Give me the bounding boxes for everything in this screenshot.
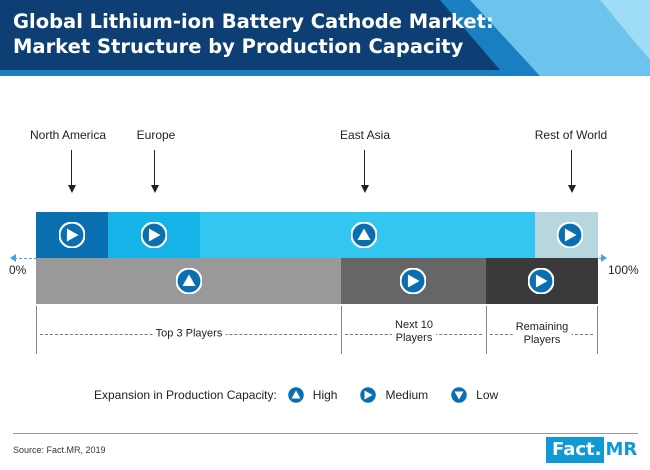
- page-title: Global Lithium-ion Battery Cathode Marke…: [13, 9, 494, 59]
- arrow-head-north-america: [68, 185, 76, 193]
- group-label-remaining-players: Remaining Players: [512, 321, 572, 347]
- bracket-line: [36, 306, 37, 354]
- axis-left-arrowhead: [10, 254, 16, 262]
- medium-icon: [399, 267, 427, 295]
- high-icon: [286, 386, 305, 404]
- footer-divider: [13, 433, 638, 434]
- region-label-north-america: North America: [29, 128, 107, 142]
- group-label-line: Next 10: [395, 319, 433, 331]
- medium-icon: [140, 221, 168, 249]
- axis-end-label: 100%: [608, 263, 639, 277]
- axis-right-arrowhead: [601, 254, 607, 262]
- legend-label-medium: Medium: [385, 388, 429, 402]
- header-banner: [0, 0, 650, 76]
- high-icon: [175, 267, 203, 295]
- bracket-line: [341, 306, 342, 354]
- title-line-2: Market Structure by Production Capacity: [13, 35, 464, 58]
- arrow-head-europe: [151, 185, 159, 193]
- medium-icon: [359, 386, 378, 404]
- legend: Expansion in Production Capacity: High M…: [94, 386, 520, 404]
- medium-icon: [527, 267, 555, 295]
- medium-icon: [556, 221, 584, 249]
- legend-label-low: Low: [476, 388, 499, 402]
- title-line-1: Global Lithium-ion Battery Cathode Marke…: [13, 10, 494, 33]
- region-label-east-asia: East Asia: [339, 128, 391, 142]
- low-icon: [450, 386, 469, 404]
- bracket-line: [597, 306, 598, 354]
- axis-start-label: 0%: [9, 263, 27, 277]
- group-label-line: Players: [395, 332, 433, 344]
- legend-label-high: High: [312, 388, 338, 402]
- logo-part-2: MR: [603, 437, 642, 463]
- medium-icon: [58, 221, 86, 249]
- region-label-rest-of-world: Rest of World: [534, 128, 608, 142]
- logo-part-1: Fact.: [546, 437, 604, 463]
- arrow-east-asia: [364, 150, 365, 186]
- factmr-logo: Fact. MR: [546, 437, 642, 463]
- group-label-line: Remaining: [515, 321, 569, 333]
- bracket-line: [486, 306, 487, 354]
- arrow-rest-of-world: [571, 150, 572, 186]
- arrow-europe: [154, 150, 155, 186]
- arrow-head-rest-of-world: [568, 185, 576, 193]
- legend-title: Expansion in Production Capacity:: [94, 388, 277, 402]
- arrow-head-east-asia: [361, 185, 369, 193]
- group-label-next-10-players: Next 10 Players: [392, 319, 436, 345]
- group-label-top-3-players: Top 3 Players: [152, 327, 226, 341]
- arrow-north-america: [71, 150, 72, 186]
- source-note: Source: Fact.MR, 2019: [13, 445, 106, 455]
- group-label-line: Players: [523, 334, 561, 346]
- high-icon: [350, 221, 378, 249]
- region-label-europe: Europe: [136, 128, 176, 142]
